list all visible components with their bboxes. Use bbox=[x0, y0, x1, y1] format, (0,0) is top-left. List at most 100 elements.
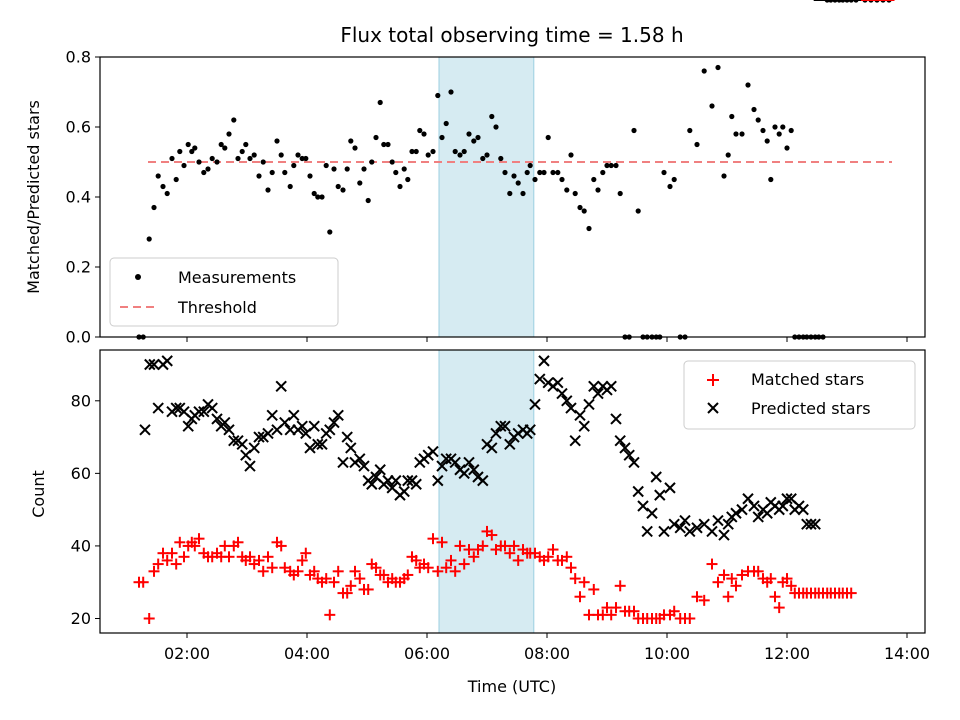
bottom-y-tick-label: 60 bbox=[71, 464, 91, 483]
measurement-point bbox=[239, 148, 245, 155]
measurement-point bbox=[471, 138, 477, 144]
matched-star-point bbox=[143, 612, 155, 624]
measurement-point bbox=[214, 159, 220, 165]
measurement-point bbox=[409, 148, 415, 155]
measurement-point bbox=[564, 187, 570, 193]
measurement-point bbox=[600, 169, 606, 176]
measurement-point bbox=[507, 190, 513, 197]
measurement-point bbox=[461, 148, 467, 155]
predicted-star-point bbox=[324, 424, 336, 436]
legend-threshold-label: Threshold bbox=[177, 298, 257, 317]
predicted-star-point bbox=[736, 503, 748, 516]
matched-star-point bbox=[193, 533, 205, 545]
measurement-point bbox=[352, 145, 358, 151]
predicted-star-point bbox=[722, 518, 734, 530]
bottom-axes-frame bbox=[99, 349, 926, 634]
predicted-star-point bbox=[552, 376, 564, 389]
measurement-point bbox=[694, 141, 700, 148]
predicted-star-point bbox=[664, 482, 676, 494]
measurement-point bbox=[348, 138, 354, 144]
legend-predicted-label: Predicted stars bbox=[751, 399, 871, 418]
bottom-legend: Matched stars Predicted stars bbox=[683, 360, 916, 430]
predicted-star-point bbox=[538, 355, 550, 367]
top-y-tick-label: 0.4 bbox=[66, 188, 91, 207]
matched-star-point bbox=[223, 551, 235, 563]
measurement-point bbox=[484, 152, 490, 158]
matched-star-point bbox=[174, 536, 186, 548]
measurement-point bbox=[457, 152, 463, 158]
matched-star-point bbox=[349, 565, 361, 577]
matched-star-point bbox=[370, 562, 382, 574]
bottom-y-tick-label: 80 bbox=[71, 391, 91, 410]
matched-star-point bbox=[547, 544, 559, 556]
predicted-star-point bbox=[402, 474, 414, 487]
matched-star-point bbox=[610, 602, 622, 614]
measurements-series bbox=[136, 0, 892, 340]
predicted-star-point bbox=[801, 518, 813, 530]
measurement-point bbox=[715, 64, 721, 71]
predicted-star-point bbox=[679, 514, 691, 527]
measurement-point bbox=[278, 152, 284, 158]
matched-star-point bbox=[712, 576, 724, 588]
measurement-point bbox=[173, 176, 179, 183]
predicted-star-point bbox=[637, 500, 649, 512]
predicted-star-point bbox=[262, 427, 274, 440]
predicted-star-point bbox=[248, 442, 260, 454]
measurement-point bbox=[520, 190, 526, 197]
measurement-point bbox=[405, 176, 411, 183]
predicted-star-point bbox=[211, 413, 223, 425]
measurement-point bbox=[631, 127, 637, 134]
measurement-point bbox=[361, 166, 367, 172]
measurement-point bbox=[443, 120, 449, 127]
top-legend: Measurements Threshold bbox=[109, 257, 339, 327]
predicted-star-point bbox=[730, 507, 742, 519]
predicted-star-point bbox=[275, 380, 287, 392]
predicted-star-point bbox=[358, 460, 370, 472]
predicted-star-point bbox=[592, 387, 604, 400]
predicted-star-point bbox=[605, 380, 617, 392]
x-tick-label: 12:00 bbox=[764, 644, 810, 663]
predicted-star-point bbox=[198, 405, 210, 418]
predicted-stars-series bbox=[139, 0, 861, 541]
matched-star-point bbox=[454, 540, 466, 552]
predicted-star-point bbox=[781, 493, 793, 505]
x-tick-label: 06:00 bbox=[404, 644, 450, 663]
predicted-star-point bbox=[308, 420, 320, 432]
predicted-star-point bbox=[468, 464, 480, 476]
measurement-point bbox=[377, 99, 383, 106]
legend-predicted-marker bbox=[707, 402, 719, 414]
measurement-point bbox=[196, 159, 202, 165]
bottom-legend-box bbox=[683, 360, 916, 430]
measurement-point bbox=[189, 148, 195, 155]
predicted-star-point bbox=[410, 478, 422, 490]
matched-star-point bbox=[170, 558, 182, 570]
predicted-star-point bbox=[279, 416, 291, 429]
measurement-point bbox=[251, 152, 257, 158]
matched-star-point bbox=[324, 609, 336, 621]
measurement-point bbox=[160, 183, 166, 190]
matched-star-point bbox=[726, 573, 738, 585]
matched-star-point bbox=[449, 565, 461, 577]
measurement-point bbox=[315, 194, 321, 200]
measurement-point bbox=[739, 131, 745, 137]
measurement-point bbox=[365, 197, 371, 204]
matched-stars-series bbox=[133, 0, 895, 624]
measurement-point bbox=[373, 134, 379, 141]
legend-measurements-marker bbox=[135, 274, 141, 280]
measurement-point bbox=[595, 187, 601, 193]
measurement-point bbox=[532, 176, 538, 183]
predicted-star-point bbox=[152, 402, 164, 414]
predicted-star-point bbox=[797, 503, 809, 516]
predicted-star-point bbox=[316, 438, 328, 451]
predicted-star-point bbox=[490, 427, 502, 440]
measurement-point bbox=[768, 176, 774, 183]
matched-star-point bbox=[244, 551, 256, 563]
matched-star-point bbox=[574, 591, 586, 603]
measurement-point bbox=[475, 134, 481, 141]
predicted-star-point bbox=[486, 442, 498, 454]
predicted-star-point bbox=[805, 518, 817, 530]
measurement-point bbox=[209, 155, 215, 162]
matched-star-point bbox=[684, 612, 696, 624]
matched-star-point bbox=[508, 540, 520, 552]
matched-star-point bbox=[152, 558, 164, 570]
